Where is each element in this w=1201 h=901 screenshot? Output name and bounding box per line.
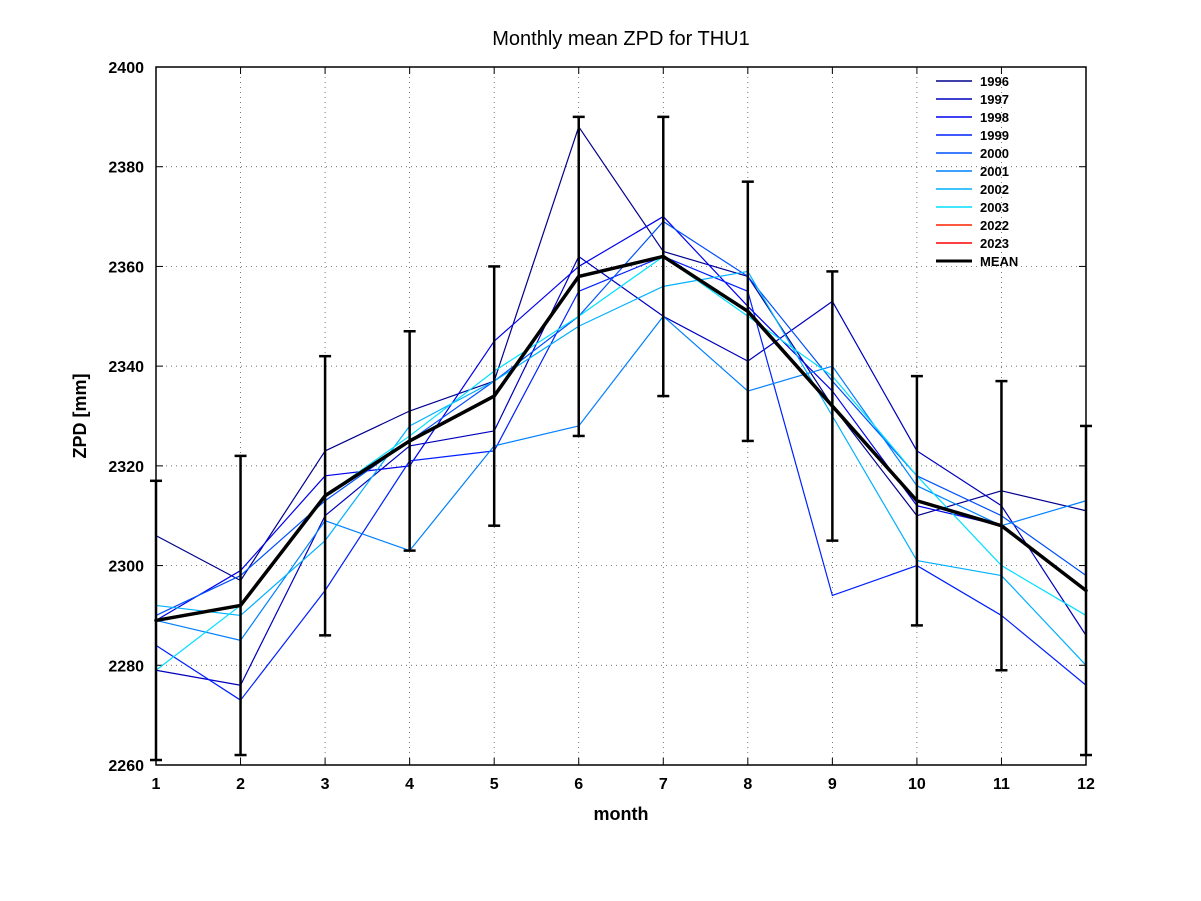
legend-label: 2002 — [980, 182, 1009, 197]
legend-label: 1996 — [980, 74, 1009, 89]
x-tick-label: 5 — [490, 776, 499, 793]
legend-label: 1999 — [980, 128, 1009, 143]
legend-label: 1997 — [980, 92, 1009, 107]
y-tick-label: 2340 — [108, 359, 144, 376]
y-tick-label: 2300 — [108, 559, 144, 576]
x-tick-label: 4 — [405, 776, 414, 793]
x-tick-label: 8 — [743, 776, 752, 793]
x-tick-label: 11 — [993, 776, 1010, 793]
x-tick-label: 3 — [321, 776, 330, 793]
legend-label: 2000 — [980, 146, 1009, 161]
x-axis-label: month — [594, 804, 649, 824]
x-tick-label: 2 — [236, 776, 245, 793]
x-tick-label: 7 — [659, 776, 668, 793]
legend-label: 1998 — [980, 110, 1009, 125]
legend-label: MEAN — [980, 254, 1018, 269]
chart-svg: 1234567891011122260228023002320234023602… — [0, 0, 1201, 901]
x-tick-label: 10 — [908, 776, 926, 793]
x-tick-label: 1 — [152, 776, 161, 793]
y-tick-label: 2260 — [108, 758, 144, 775]
y-tick-label: 2380 — [108, 160, 144, 177]
y-tick-label: 2320 — [108, 459, 144, 476]
y-axis-label: ZPD [mm] — [70, 374, 90, 459]
y-tick-label: 2280 — [108, 658, 144, 675]
x-tick-label: 12 — [1077, 776, 1095, 793]
chart-container: 1234567891011122260228023002320234023602… — [0, 0, 1201, 901]
legend-label: 2023 — [980, 236, 1009, 251]
legend-label: 2001 — [980, 164, 1009, 179]
legend-label: 2022 — [980, 218, 1009, 233]
x-tick-label: 6 — [574, 776, 583, 793]
y-tick-label: 2360 — [108, 259, 144, 276]
chart-title: Monthly mean ZPD for THU1 — [492, 28, 750, 50]
legend-label: 2003 — [980, 200, 1009, 215]
x-tick-label: 9 — [828, 776, 837, 793]
y-tick-label: 2400 — [108, 60, 144, 77]
